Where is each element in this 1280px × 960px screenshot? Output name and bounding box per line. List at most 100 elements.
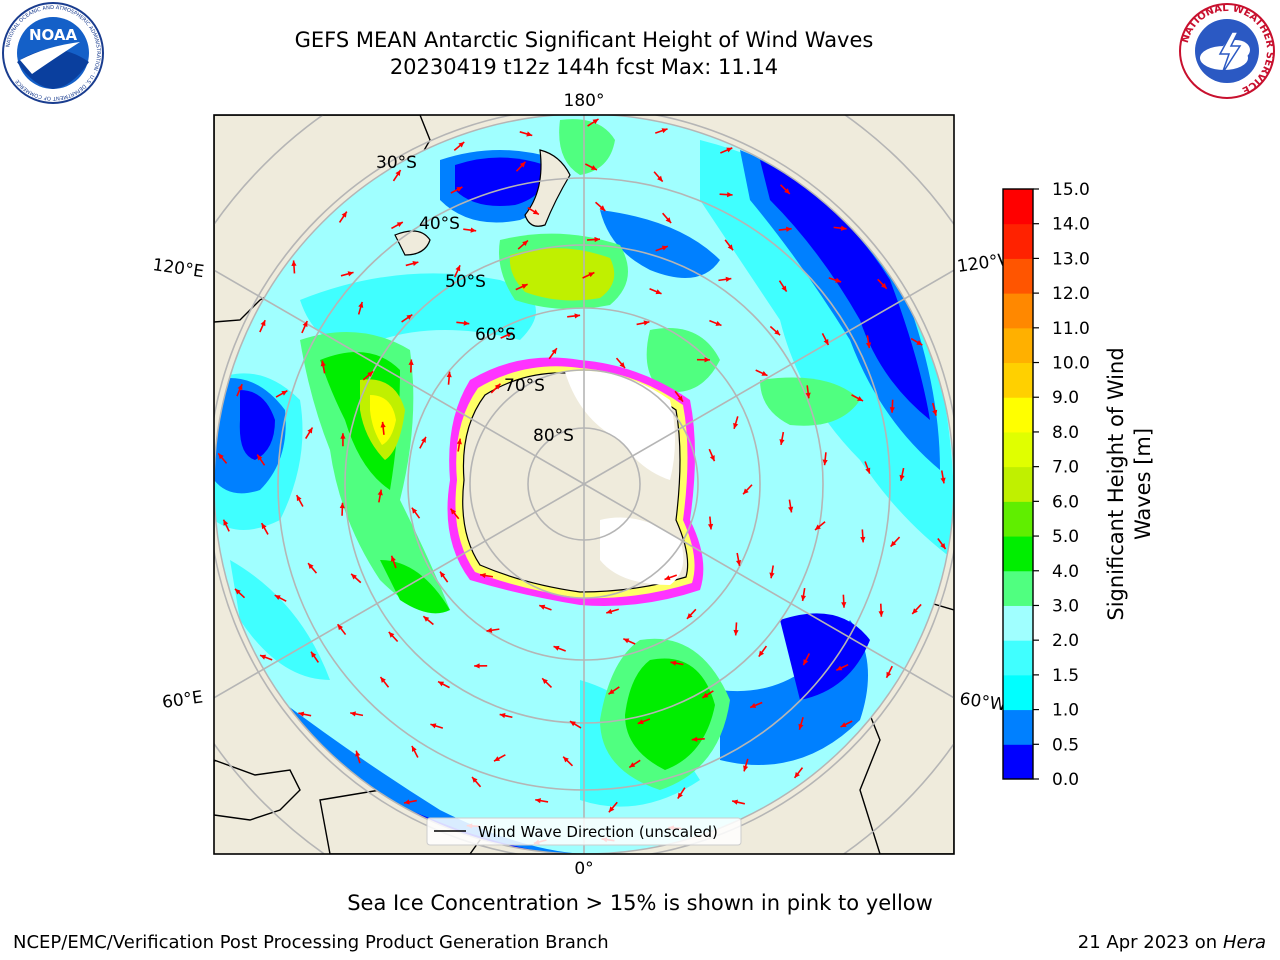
wave-direction-arrow [217,452,228,464]
wave-direction-arrow [937,538,947,550]
wave-direction-arrow [377,489,383,503]
wave-direction-arrow [655,128,668,134]
wave-direction-arrow [340,271,354,277]
wave-direction-arrow [731,799,746,805]
wave-direction-arrow [437,680,450,689]
wave-direction-arrow [821,333,830,346]
wave-direction-arrow [490,383,502,394]
wave-direction-arrow [724,239,734,251]
colorbar-tick-label: 0.0 [1052,770,1079,790]
wave-direction-arrow [515,283,528,291]
wave-direction-arrow [538,604,552,611]
colorbar-segment [1003,258,1033,294]
wave-direction-arrow [769,325,781,336]
wave-direction-arrow [401,313,413,323]
colorbar-segment [1003,293,1033,329]
wave-direction-arrow [298,711,312,717]
colorbar-segment [1003,744,1033,780]
wave-direction-arrow [608,686,620,695]
footer-credit: NCEP/EMC/Verification Post Processing Pr… [13,932,609,953]
wave-height-map: 180° 120°E 120°W 60°E 60°W 0° 30°S 40°S … [151,91,1155,879]
wave-direction-arrow [865,335,872,349]
wave-direction-arrow [686,608,697,620]
wave-direction-arrow [499,713,513,719]
lon-label-0: 0° [574,859,593,879]
wave-direction-arrow [733,622,739,636]
wave-direction-arrow [743,758,749,772]
wave-direction-arrow [403,799,417,805]
lon-label-120e: 120°E [151,255,205,282]
wave-direction-arrow [338,211,348,223]
wave-direction-arrow [379,676,390,688]
colorbar-tick-label: 3.0 [1052,596,1079,616]
wave-direction-arrow [274,594,287,602]
colorbar-tick-label: 13.0 [1052,249,1090,269]
colorbar-segment [1003,189,1033,225]
wave-direction-arrow [707,516,714,530]
wave-direction-arrow [793,767,804,779]
colorbar-tick-label: 12.0 [1052,284,1090,304]
wave-direction-arrow [691,736,705,742]
wave-direction-arrow [841,594,847,608]
wave-direction-arrow [562,756,574,767]
wave-direction-arrow [584,163,598,171]
wave-direction-arrow [411,745,419,758]
wave-direction-arrows [217,118,947,845]
wave-direction-arrow [336,623,347,636]
wave-direction-arrow [234,588,246,599]
wave-direction-arrow [357,301,364,315]
colorbar-segment [1003,536,1033,572]
wave-direction-arrow [628,759,641,769]
colorbar-segment [1003,605,1033,641]
wave-direction-arrow [701,690,714,699]
wave-direction-arrow [541,677,553,688]
colorbar-tick-label: 7.0 [1052,458,1079,478]
wave-direction-arrow [304,427,314,440]
wave-direction-arrow [805,385,811,399]
footer-date-text: 21 Apr 2023 on [1077,932,1223,953]
wave-direction-arrow [860,529,866,543]
wave-direction-arrow [453,264,461,278]
colorbar-tick-label: 9.0 [1052,388,1079,408]
colorbar-segment [1003,362,1033,398]
wave-direction-arrow [474,663,488,669]
wave-direction-arrow [259,319,266,333]
colorbar-tick-label: 1.0 [1052,701,1079,721]
wave-direction-arrow [622,637,636,645]
noaa-logo: NOAA NATIONAL OCEANIC AND ATMOSPHERIC AD… [2,2,104,104]
wave-direction-arrow [340,433,346,447]
wave-direction-arrow [553,645,566,652]
wave-direction-arrow [877,278,888,290]
wave-direction-arrow [653,171,664,183]
wave-direction-arrow [778,226,792,232]
wave-direction-arrow [833,225,847,231]
colorbar-outline [1002,188,1034,780]
wave-direction-arrow [515,161,527,172]
colorbar-segment [1003,431,1033,468]
wave-direction-arrow [840,720,853,728]
nws-logo: NATIONAL WEATHER SERVICE [1179,3,1275,99]
colorbar-tick-label: 11.0 [1052,319,1090,339]
wave-direction-arrow [864,461,871,474]
colorbar-tick-label: 14.0 [1052,215,1090,235]
colorbar-segment [1003,570,1033,606]
wave-direction-arrow [320,360,326,374]
wave-direction-arrow [718,276,732,282]
wave-direction-arrow [535,798,549,804]
wave-direction-arrow [222,519,230,532]
wave-direction-arrow [755,369,768,377]
wave-direction-arrow [708,448,716,462]
wave-direction-arrow [662,212,672,224]
wave-direction-arrow [595,201,606,212]
colorbar-tick-label: 4.0 [1052,562,1079,582]
wave-direction-arrow [720,147,733,154]
colorbar-segment [1003,327,1033,364]
chart-subtitle: 20230419 t12z 144h fcst Max: 11.14 [389,55,779,79]
wave-direction-arrow [822,452,828,466]
wave-direction-arrow [742,484,753,495]
wave-direction-arrow [582,271,595,279]
colorbar-tick-label: 2.0 [1052,631,1079,651]
colorbar-tick-label: 10.0 [1052,354,1090,374]
colorbar-tick-label: 0.5 [1052,735,1079,755]
wave-direction-arrow [664,574,678,581]
